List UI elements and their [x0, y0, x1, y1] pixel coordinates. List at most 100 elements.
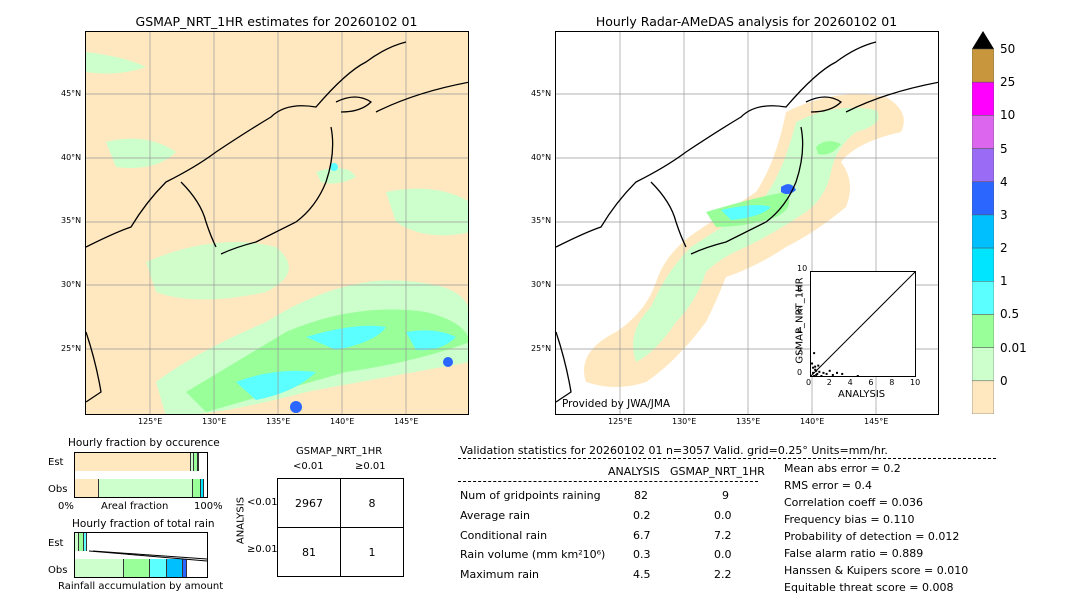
- scatter-ytick: 10: [797, 264, 808, 273]
- scatter-point: [813, 352, 816, 355]
- bar-segment: [124, 559, 150, 577]
- left-lat-label: 30°N: [61, 280, 82, 289]
- ct-cell: 1: [340, 527, 404, 577]
- colorbar-label: 25: [1000, 75, 1016, 90]
- rain-obs-bar: [75, 559, 207, 577]
- rain-est-bar: [75, 533, 207, 551]
- scatter-ytick: 0: [797, 368, 803, 377]
- colorbar-label: 0: [1000, 373, 1008, 388]
- val-row-a: 6.7: [633, 529, 651, 542]
- right-lon-label: 130°E: [672, 417, 697, 426]
- diagonal-line: [810, 271, 916, 377]
- right-lon-label: 140°E: [800, 417, 825, 426]
- scatter-point: [828, 369, 831, 372]
- left-coastline: [86, 41, 468, 403]
- scatter-point: [822, 371, 825, 374]
- validation-divider: [458, 458, 996, 459]
- scatter-ytick: 4: [797, 326, 803, 336]
- left-map-canvas: [86, 32, 468, 414]
- scatter-xtick: 8: [889, 378, 895, 387]
- occ-est-label: Est: [48, 457, 64, 468]
- scatter-point: [815, 369, 818, 372]
- val-row-label: Average rain: [460, 509, 530, 522]
- bar-segment: [75, 479, 99, 497]
- left-lon-label: 130°E: [202, 417, 227, 426]
- scatter-point: [811, 362, 814, 365]
- bar-segment: [99, 479, 193, 497]
- rain-chart: [74, 532, 208, 578]
- scatter-point: [816, 372, 819, 375]
- val-row-g: 2.2: [714, 568, 732, 581]
- scatter-point: [812, 366, 815, 369]
- colorbar-extend-arrow: [972, 31, 994, 49]
- score-line: Probability of detection = 0.012: [784, 530, 960, 543]
- right-lon-label: 125°E: [608, 417, 633, 426]
- right-lat-label: 35°N: [531, 216, 552, 225]
- colorbar-label: 0.5: [1000, 307, 1020, 322]
- bar-segment: [75, 559, 124, 577]
- colorbar-label: 5: [1000, 141, 1008, 156]
- validation-col2: GSMAP_NRT_1HR: [670, 465, 765, 478]
- colorbar-segment: [971, 181, 995, 216]
- val-row-a: 4.5: [633, 568, 651, 581]
- bar-segment: [198, 453, 199, 471]
- colorbar-segment: [971, 148, 995, 182]
- scatter-xtick: 4: [847, 378, 853, 387]
- val-row-a: 0.2: [633, 509, 651, 522]
- ct-cell: 81: [277, 527, 341, 577]
- scatter-point: [812, 371, 815, 374]
- left-lat-label: 40°N: [61, 153, 82, 162]
- bar-segment: [193, 479, 201, 497]
- scatter-xtick: 2: [826, 378, 832, 387]
- score-line: Mean abs error = 0.2: [784, 462, 901, 475]
- left-rain-field: [86, 52, 468, 414]
- rain-xlabel: Rainfall accumulation by amount: [58, 581, 224, 592]
- scatter-xtick: 10: [910, 378, 921, 387]
- left-lat-label: 35°N: [61, 216, 82, 225]
- scatter-plot: [810, 271, 916, 377]
- bar-segment: [75, 533, 79, 551]
- val-row-a: 0.3: [633, 548, 651, 561]
- scatter-point: [818, 370, 821, 373]
- scatter-point: [841, 372, 844, 375]
- colorbar-segment: [971, 314, 995, 348]
- bar-segment: [84, 533, 87, 551]
- occ-obs-bar: [75, 479, 207, 497]
- score-line: Frequency bias = 0.110: [784, 513, 915, 526]
- rain-obs-label: Obs: [48, 565, 68, 576]
- score-line: RMS error = 0.4: [784, 479, 872, 492]
- score-line: Equitable threat score = 0.008: [784, 581, 954, 594]
- colorbar-segment: [971, 380, 995, 415]
- scatter-point: [831, 373, 834, 376]
- val-row-g: 0.0: [714, 548, 732, 561]
- colorbar-svg: [971, 31, 995, 415]
- bar-segment: [201, 479, 204, 497]
- val-row-label: Num of gridpoints raining: [460, 489, 601, 502]
- scatter-xtick: 0: [806, 378, 812, 387]
- rain-est-label: Est: [48, 538, 64, 549]
- colorbar-segment: [971, 347, 995, 382]
- score-line: False alarm ratio = 0.889: [784, 547, 924, 560]
- score-line: Hanssen & Kuipers score = 0.010: [784, 564, 969, 577]
- ct-col-label-0: <0.01: [293, 461, 324, 472]
- colorbar-label: 1: [1000, 274, 1008, 289]
- left-lon-label: 145°E: [394, 417, 419, 426]
- val-row-label: Conditional rain: [460, 529, 548, 542]
- right-lat-label: 40°N: [531, 153, 552, 162]
- left-lon-label: 140°E: [330, 417, 355, 426]
- colorbar-segment: [971, 281, 995, 315]
- colorbar-segment: [971, 115, 995, 149]
- rain-connector: [88, 550, 207, 562]
- scatter-point: [825, 372, 828, 375]
- scatter-point: [817, 364, 820, 367]
- scatter-inset: [810, 271, 916, 377]
- bar-segment: [75, 453, 191, 471]
- colorbar-label: 10: [1000, 108, 1016, 123]
- contingency-table: 2967 8 81 1: [277, 478, 404, 577]
- bar-segment: [194, 453, 198, 471]
- rain-title: Hourly fraction of total rain: [72, 518, 215, 530]
- colorbar-label: 0.01: [1000, 340, 1027, 355]
- ct-cell: 2967: [277, 478, 341, 528]
- bar-segment: [167, 559, 183, 577]
- occ-xlabel: Areal fraction: [101, 501, 169, 512]
